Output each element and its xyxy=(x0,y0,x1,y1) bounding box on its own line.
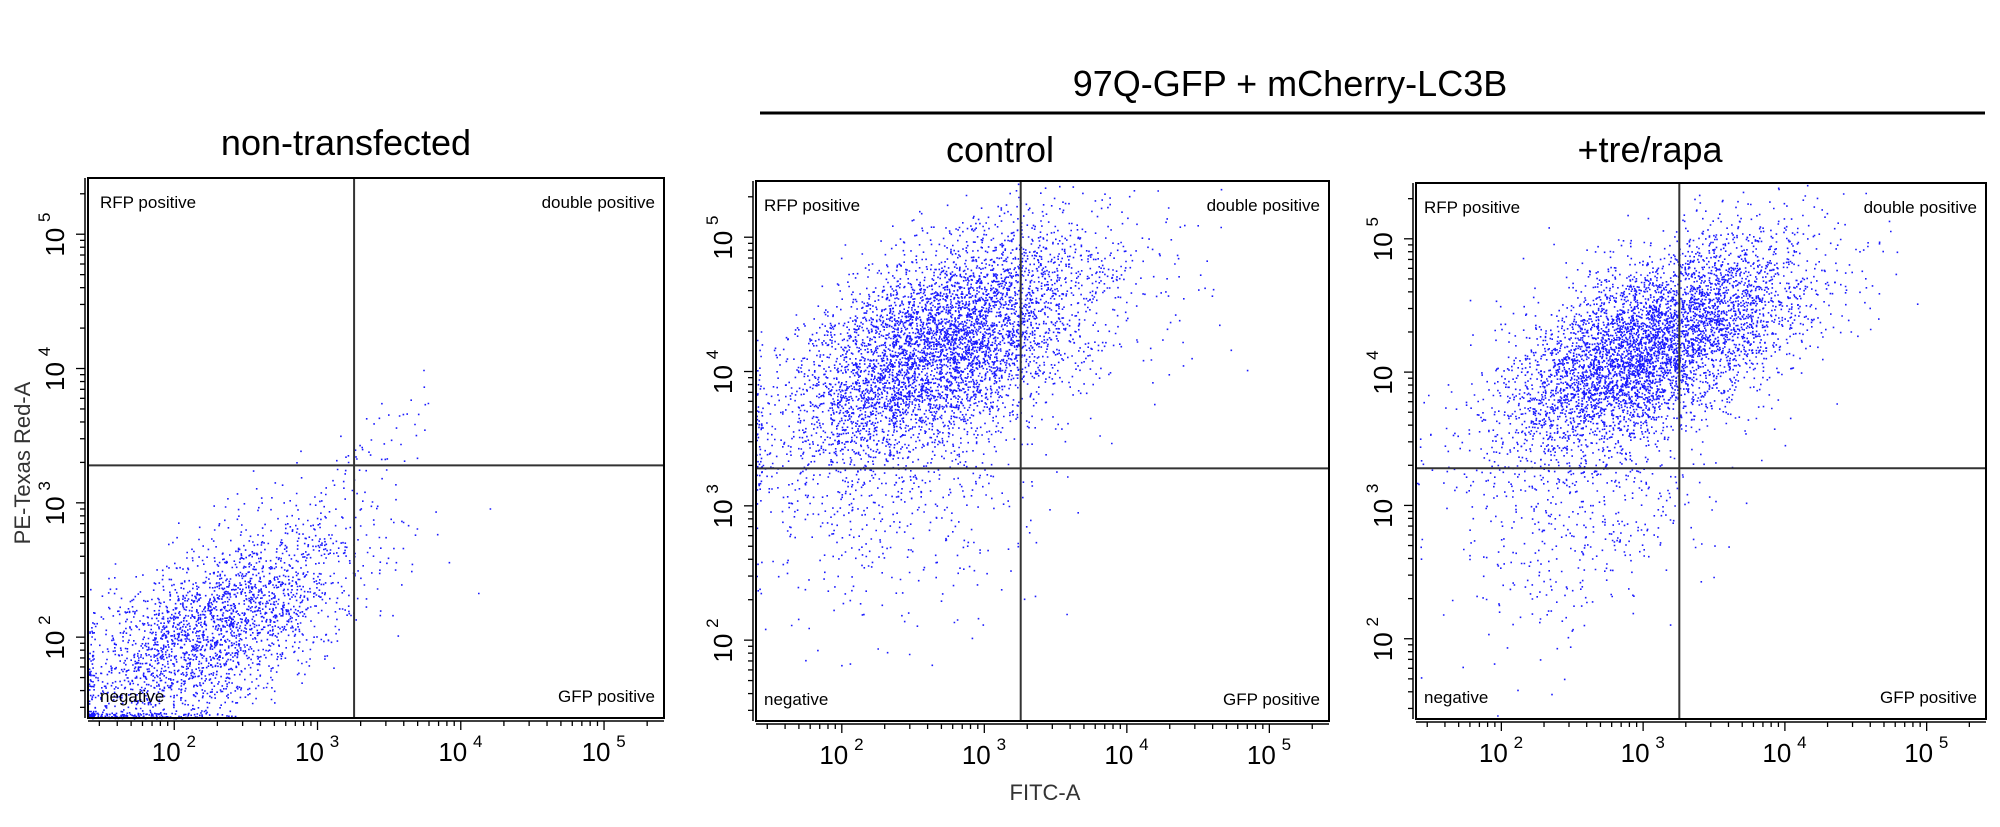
x-tick-exponent: 3 xyxy=(1655,733,1664,752)
group-label: 97Q-GFP + mCherry-LC3B xyxy=(1073,63,1507,104)
y-tick-label: 10 xyxy=(1368,366,1398,395)
y-axis-ticks: 10 2 10 3 10 4 10 5 xyxy=(1363,183,1414,719)
scatter-population-0 xyxy=(756,183,1214,578)
y-axis-title: PE-Texas Red-A xyxy=(10,381,35,544)
plot-frame xyxy=(87,177,665,719)
quadrant-label-bottom-right: GFP positive xyxy=(558,687,655,706)
scatter-points xyxy=(88,369,492,720)
x-tick-label: 10 xyxy=(819,740,848,770)
panel-tre-rapa: +tre/rapa RFP positive double positive n… xyxy=(1363,129,1987,768)
panel-title: non-transfected xyxy=(221,122,471,163)
x-tick-exponent: 5 xyxy=(1282,735,1291,754)
x-tick-label: 10 xyxy=(582,737,611,767)
y-tick-exponent: 2 xyxy=(35,615,54,624)
x-tick-label: 10 xyxy=(962,740,991,770)
quadrant-label-bottom-right: GFP positive xyxy=(1223,690,1320,709)
y-tick-label: 10 xyxy=(1368,232,1398,261)
y-tick-exponent: 5 xyxy=(35,212,54,221)
panel-title: control xyxy=(946,129,1054,170)
quadrant-label-bottom-left: negative xyxy=(100,687,164,706)
y-axis-ticks: 10 2 10 3 10 4 10 5 xyxy=(703,181,754,721)
x-tick-label: 10 xyxy=(1479,738,1508,768)
x-tick-exponent: 5 xyxy=(1939,733,1948,752)
y-tick-exponent: 2 xyxy=(1363,617,1382,626)
x-tick-exponent: 3 xyxy=(330,732,339,751)
scatter-population-0 xyxy=(1417,184,1899,549)
x-tick-label: 10 xyxy=(1762,738,1791,768)
x-tick-exponent: 4 xyxy=(1139,735,1148,754)
x-tick-label: 10 xyxy=(438,737,467,767)
y-tick-exponent: 5 xyxy=(703,215,722,224)
x-tick-label: 10 xyxy=(1247,740,1276,770)
x-tick-exponent: 3 xyxy=(997,735,1006,754)
x-tick-label: 10 xyxy=(1104,740,1133,770)
scatter-population-2 xyxy=(1575,195,1919,448)
quadrant-label-top-right: double positive xyxy=(542,193,655,212)
x-axis-ticks: 10 2 10 3 10 4 10 5 xyxy=(756,723,1329,770)
scatter-population-0 xyxy=(88,456,492,720)
panel-control: control RFP positive double positive neg… xyxy=(703,129,1330,770)
x-axis-ticks: 10 2 10 3 10 4 10 5 xyxy=(88,720,664,767)
y-tick-label: 10 xyxy=(1368,632,1398,661)
x-tick-exponent: 2 xyxy=(187,732,196,751)
x-tick-label: 10 xyxy=(1621,738,1650,768)
y-tick-exponent: 3 xyxy=(1363,484,1382,493)
panel-title: +tre/rapa xyxy=(1577,129,1723,170)
y-tick-label: 10 xyxy=(40,362,70,391)
plot-frame xyxy=(755,180,1330,722)
y-tick-exponent: 3 xyxy=(35,481,54,490)
quadrant-label-top-right: double positive xyxy=(1864,198,1977,217)
y-tick-label: 10 xyxy=(708,231,738,260)
y-tick-exponent: 4 xyxy=(703,350,722,359)
quadrant-label-top-left: RFP positive xyxy=(764,196,860,215)
quadrant-label-top-right: double positive xyxy=(1207,196,1320,215)
x-tick-exponent: 2 xyxy=(1514,733,1523,752)
x-tick-label: 10 xyxy=(152,737,181,767)
x-tick-exponent: 2 xyxy=(854,735,863,754)
y-tick-label: 10 xyxy=(708,365,738,394)
plot-frame xyxy=(1415,182,1987,720)
y-tick-label: 10 xyxy=(708,499,738,528)
y-tick-label: 10 xyxy=(40,228,70,257)
y-tick-exponent: 4 xyxy=(1363,350,1382,359)
y-tick-label: 10 xyxy=(40,496,70,525)
panel-non-transfected: non-transfected RFP positive double posi… xyxy=(35,122,665,767)
scatter-population-2 xyxy=(877,185,1249,478)
y-tick-exponent: 3 xyxy=(703,484,722,493)
scatter-points xyxy=(1417,184,1919,717)
y-tick-label: 10 xyxy=(708,634,738,663)
quadrant-gate xyxy=(1416,183,1986,719)
x-tick-label: 10 xyxy=(1904,738,1933,768)
x-axis-title: FITC-A xyxy=(1010,780,1081,805)
quadrant-label-top-left: RFP positive xyxy=(100,193,196,212)
x-axis-ticks: 10 2 10 3 10 4 10 5 xyxy=(1416,721,1986,768)
y-tick-exponent: 4 xyxy=(35,347,54,356)
x-tick-label: 10 xyxy=(295,737,324,767)
y-tick-exponent: 5 xyxy=(1363,217,1382,226)
x-tick-exponent: 4 xyxy=(1797,733,1806,752)
quadrant-label-bottom-left: negative xyxy=(1424,688,1488,707)
scatter-population-1 xyxy=(291,369,430,527)
y-tick-label: 10 xyxy=(1368,499,1398,528)
quadrant-gate xyxy=(88,178,664,718)
y-tick-exponent: 2 xyxy=(703,618,722,627)
y-axis-ticks: 10 2 10 3 10 4 10 5 xyxy=(35,178,86,718)
x-tick-exponent: 4 xyxy=(473,732,482,751)
quadrant-gate xyxy=(756,181,1329,721)
x-tick-exponent: 5 xyxy=(616,732,625,751)
quadrant-label-bottom-left: negative xyxy=(764,690,828,709)
scatter-points xyxy=(756,183,1249,667)
y-tick-label: 10 xyxy=(40,631,70,660)
quadrant-label-top-left: RFP positive xyxy=(1424,198,1520,217)
quadrant-label-bottom-right: GFP positive xyxy=(1880,688,1977,707)
